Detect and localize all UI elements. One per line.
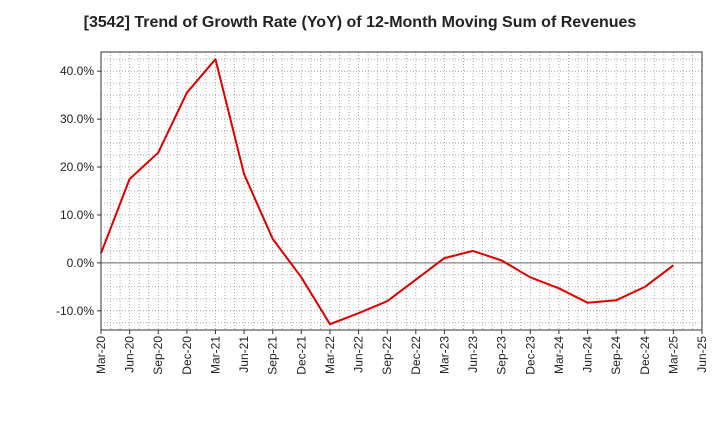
- series-line-0: [100, 58, 675, 326]
- y-tick-labels: -10.0% 0.0% 10.0% 20.0% 30.0% 40.0%: [56, 64, 101, 318]
- y-tick-label: 0.0%: [67, 256, 95, 270]
- x-tick-label: Jun-20: [123, 336, 137, 373]
- x-tick-labels: Mar-20 Jun-20 Sep-20 Dec-20 Mar-21 Jun-21 Sep-…: [94, 330, 709, 375]
- x-tick-label: Mar-20: [94, 336, 108, 374]
- x-tick-label: Jun-22: [352, 336, 366, 373]
- x-tick-label: Jun-24: [581, 336, 595, 373]
- plot-frame-layer: [100, 51, 703, 331]
- plot-frame: [100, 51, 703, 331]
- y-tick-label: -10.0%: [56, 304, 94, 318]
- x-tick-label: Jun-21: [237, 336, 251, 373]
- chart-title: [3542] Trend of Growth Rate (YoY) of 12-…: [83, 14, 637, 31]
- x-tick-label: Sep-22: [380, 336, 394, 375]
- x-tick-label: Dec-22: [409, 336, 423, 375]
- x-tick-label: Jun-25: [695, 336, 709, 373]
- x-tick-label: Dec-20: [180, 336, 194, 375]
- x-tick-label: Sep-23: [495, 336, 509, 375]
- series-layer: [100, 58, 675, 326]
- x-tick-label: Mar-25: [666, 336, 680, 374]
- x-tick-label: Mar-21: [208, 336, 222, 374]
- y-tick-label: 40.0%: [60, 64, 94, 78]
- y-tick-label: 10.0%: [60, 208, 94, 222]
- x-tick-label: Sep-24: [609, 336, 623, 375]
- x-tick-label: Dec-21: [294, 336, 308, 375]
- x-tick-label: Mar-24: [552, 336, 566, 374]
- y-tick-label: 30.0%: [60, 112, 94, 126]
- x-tick-label: Dec-24: [638, 336, 652, 375]
- x-tick-label: Sep-20: [151, 336, 165, 375]
- y-tick-label: 20.0%: [60, 160, 94, 174]
- x-tick-label: Sep-21: [266, 336, 280, 375]
- grid-layer: [100, 52, 703, 330]
- x-tick-label: Mar-22: [323, 336, 337, 374]
- x-tick-label: Dec-23: [523, 336, 537, 375]
- x-tick-label: Mar-23: [437, 336, 451, 374]
- x-tick-label: Jun-23: [466, 336, 480, 373]
